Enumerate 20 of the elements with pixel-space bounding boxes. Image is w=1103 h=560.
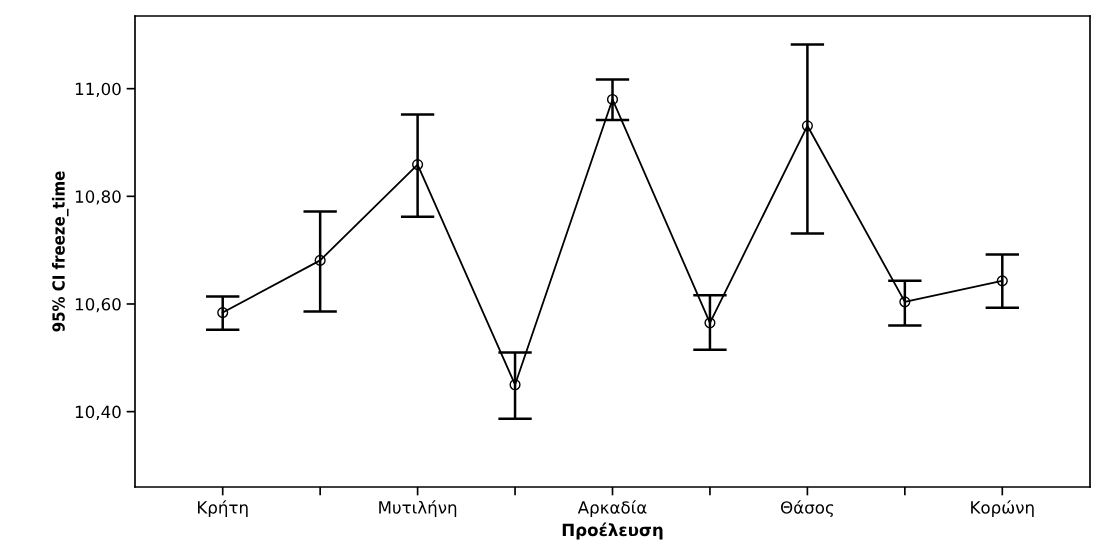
x-tick-label: Αρκαδία	[577, 500, 647, 517]
point	[314, 254, 326, 266]
y-axis-title: 95% CI freeze_time	[51, 171, 69, 332]
x-tick-label: Κρήτη	[198, 500, 248, 517]
y-tick-label: 10,80	[75, 190, 121, 205]
point	[217, 307, 229, 319]
point	[509, 379, 521, 391]
point	[801, 120, 813, 132]
x-tick-label: Θάσος	[781, 500, 834, 518]
point	[899, 296, 911, 308]
x-tick-label: Μυτιλήνη	[379, 500, 457, 517]
point	[704, 317, 716, 329]
x-axis-title: Προέλευση	[562, 522, 663, 540]
y-tick-label: 10,60	[75, 297, 121, 313]
point	[996, 275, 1008, 287]
x-tick-label: Κορώνη	[971, 500, 1034, 517]
y-tick-label: 11,00	[75, 82, 121, 97]
y-tick-label: 10,40	[75, 405, 121, 420]
point	[606, 93, 619, 105]
point	[412, 159, 424, 171]
